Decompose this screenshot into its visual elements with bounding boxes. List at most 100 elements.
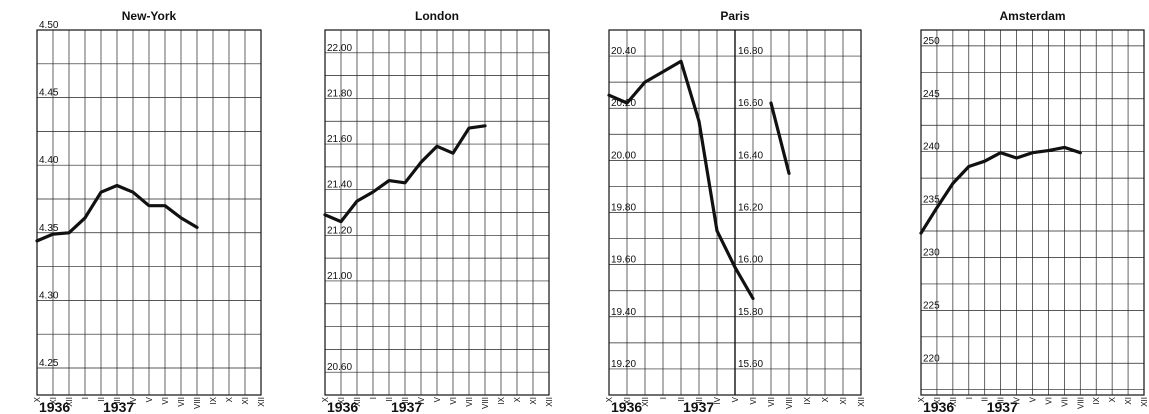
x-tick-label: I [81,397,90,399]
x-tick-label: II [981,397,990,401]
plot-frame [36,29,262,396]
x-tick-label: VIII [481,397,490,409]
secondary-y-tick-label: 16.40 [738,150,763,161]
x-tick-label: X [33,396,42,402]
secondary-y-tick-label: 15.80 [738,307,763,318]
y-tick-label: 225 [923,300,940,311]
chart-title: Amsterdam [999,9,1065,23]
y-tick-label: 20.20 [611,98,636,109]
y-tick-label: 19.20 [611,359,636,370]
y-tick-label: 4.40 [39,155,59,166]
x-tick-label: XII [353,397,362,407]
x-tick-label: X [321,396,330,402]
x-tick-label: VII [465,397,474,407]
y-tick-label: 20.40 [611,46,636,57]
x-tick-label: V [1029,396,1038,402]
x-tick-label: II [677,397,686,401]
x-tick-label: V [145,396,154,402]
year-label: 1937 [683,399,714,414]
y-tick-label: 21.20 [327,225,352,236]
y-tick-label: 220 [923,353,940,364]
y-tick-label: 19.80 [611,203,636,214]
x-tick-label: XI [1124,397,1133,405]
x-tick-label: VII [177,397,186,407]
x-tick-label: X [917,396,926,402]
x-tick-label: III [695,397,704,404]
chart-title: Paris [720,9,750,23]
x-tick-label: X [1108,396,1117,402]
x-tick-label: XII [545,397,554,407]
x-tick-label: VI [449,397,458,405]
series-line [35,183,199,243]
x-tick-label: II [97,397,106,401]
x-tick-label: X [605,396,614,402]
year-label: 1936 [923,399,954,414]
y-tick-label: 4.25 [39,358,59,369]
x-tick-label: XI [241,397,250,405]
x-tick-label: IV [417,396,426,404]
plot-frame [920,29,1145,396]
year-label: 1937 [391,399,422,414]
x-tick-label: IV [713,396,722,404]
x-tick-label: X [821,396,830,402]
x-tick-label: IV [129,396,138,404]
y-tick-label: 21.00 [327,271,352,282]
x-tick-label: VII [767,397,776,407]
x-tick-label: VIII [1076,397,1085,409]
x-tick-label: V [731,396,740,402]
x-tick-label: X [225,396,234,402]
x-tick-label: I [369,397,378,399]
x-tick-label: VI [161,397,170,405]
y-tick-label: 21.60 [327,134,352,145]
x-tick-label: III [401,397,410,404]
x-tick-label: III [113,397,122,404]
x-tick-label: XI [49,397,58,405]
x-tick-label: XII [641,397,650,407]
series-line [323,124,487,224]
y-tick-label: 21.80 [327,88,352,99]
y-tick-label: 240 [923,142,940,153]
plot-frame [324,29,550,396]
x-tick-label: XII [257,397,266,407]
x-tick-label: XI [337,397,346,405]
secondary-y-tick-label: 16.80 [738,46,763,57]
y-tick-label: 230 [923,247,940,258]
x-tick-label: IX [497,396,506,404]
y-tick-label: 21.40 [327,180,352,191]
x-tick-label: XII [949,397,958,407]
x-tick-label: VIII [785,397,794,409]
x-tick-label: IX [209,396,218,404]
year-label: 1937 [987,399,1018,414]
x-tick-label: IX [803,396,812,404]
x-tick-label: VII [1060,397,1069,407]
y-tick-label: 4.45 [39,88,59,99]
year-label: 1936 [39,399,70,414]
x-tick-label: I [965,397,974,399]
y-tick-label: 19.60 [611,255,636,266]
y-tick-label: 250 [923,36,940,47]
x-tick-label: XII [857,397,866,407]
y-tick-label: 20.60 [327,362,352,373]
y-tick-label: 20.00 [611,150,636,161]
x-tick-label: III [997,397,1006,404]
series-line [607,59,755,301]
year-label: 1936 [327,399,358,414]
x-tick-label: XI [529,397,538,405]
x-tick-label: X [513,396,522,402]
x-tick-label: XI [933,397,942,405]
secondary-y-tick-label: 16.00 [738,255,763,266]
x-tick-label: XI [839,397,848,405]
x-tick-label: V [433,396,442,402]
y-tick-label: 19.40 [611,307,636,318]
x-tick-label: VIII [193,397,202,409]
y-tick-label: 22.00 [327,43,352,54]
secondary-y-tick-label: 16.20 [738,203,763,214]
secondary-y-tick-label: 15.60 [738,359,763,370]
x-tick-label: I [659,397,668,399]
y-tick-label: 245 [923,89,940,100]
